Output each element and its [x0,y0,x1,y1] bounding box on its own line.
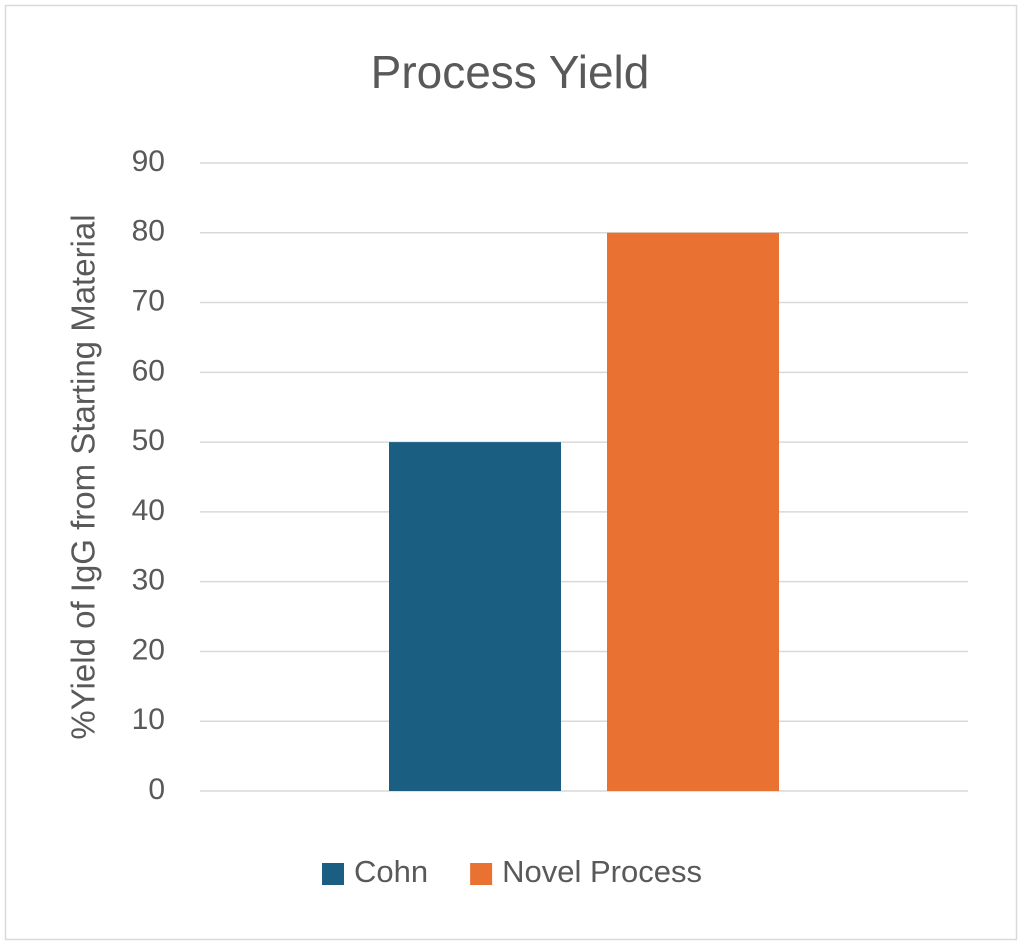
y-tick-label: 10 [132,703,165,736]
bar [389,442,561,791]
y-tick-label: 50 [132,424,165,457]
y-tick-label: 80 [132,215,165,248]
legend-swatch [470,863,493,885]
y-axis-label: %Yield of IgG from Starting Material [65,214,102,739]
bar [607,232,779,791]
y-tick-label: 70 [132,284,165,317]
legend-swatch [322,863,345,885]
legend-label: Novel Process [502,854,702,889]
y-tick-label: 60 [132,354,165,387]
legend-label: Cohn [354,854,428,889]
y-tick-label: 20 [132,633,165,666]
y-tick-label: 90 [132,145,165,178]
y-tick-label: 30 [132,564,165,597]
chart-title: Process Yield [371,46,650,98]
y-tick-label: 0 [148,773,165,806]
y-tick-label: 40 [132,494,165,527]
